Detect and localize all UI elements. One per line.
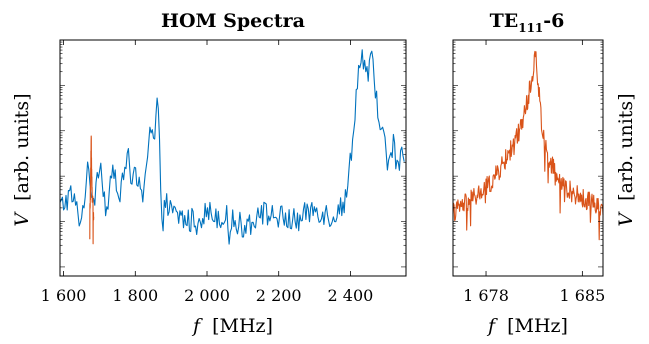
hom-x-ticks: 1 600 1 800 2 000 2 200 2 400 — [41, 40, 374, 305]
hom-x-tick-label-1: 1 800 — [112, 286, 158, 305]
te111-data-lines — [452, 50, 604, 241]
hom-xlabel-unit: [MHz] — [212, 315, 273, 337]
hom-ylabel-unit: [arb. units] — [11, 93, 33, 200]
hom-xlabel-var: f — [191, 315, 203, 337]
te111-ylabel: V [arb. units] — [615, 93, 637, 226]
te111-panel: TE111-6 V [arb. units] 1 678 1 685 f [MHz… — [452, 10, 637, 337]
te111-x-tick-label-0: 1 678 — [463, 286, 509, 305]
hom-ylabel: V [arb. units] — [11, 93, 33, 226]
te111-title-suffix: -6 — [543, 10, 564, 32]
te111-series-line-0 — [452, 50, 604, 241]
hom-x-tick-label-2: 2 000 — [184, 286, 230, 305]
te111-xlabel: f [MHz] — [486, 315, 568, 337]
hom-y-ticks — [60, 39, 406, 268]
te111-title-sub: 111 — [518, 21, 543, 35]
te111-xlabel-var: f — [486, 315, 498, 337]
hom-x-tick-label-3: 2 200 — [256, 286, 302, 305]
hom-data-lines — [59, 49, 405, 245]
hom-xlabel: f [MHz] — [191, 315, 273, 337]
hom-axes-frame — [59, 39, 407, 277]
hom-ylabel-var: V — [11, 211, 33, 227]
hom-panel: HOM Spectra V [arb. units] 1 600 1 800 2 0… — [11, 10, 407, 337]
te111-x-tick-label-1: 1 685 — [559, 286, 605, 305]
te111-ylabel-var: V — [615, 211, 637, 227]
hom-x-tick-label-0: 1 600 — [41, 286, 87, 305]
te111-ylabel-unit: [arb. units] — [615, 93, 637, 200]
te111-axes-frame — [452, 39, 604, 277]
hom-series-line-1 — [89, 135, 95, 245]
te111-xlabel-unit: [MHz] — [507, 315, 568, 337]
te111-y-ticks — [453, 39, 603, 268]
te111-x-ticks: 1 678 1 685 — [463, 40, 605, 305]
te111-title-main: TE — [490, 10, 519, 32]
te111-title: TE111-6 — [490, 10, 565, 35]
hom-series-line-0 — [59, 49, 405, 245]
hom-title: HOM Spectra — [161, 10, 305, 32]
hom-x-tick-label-4: 2 400 — [328, 286, 374, 305]
